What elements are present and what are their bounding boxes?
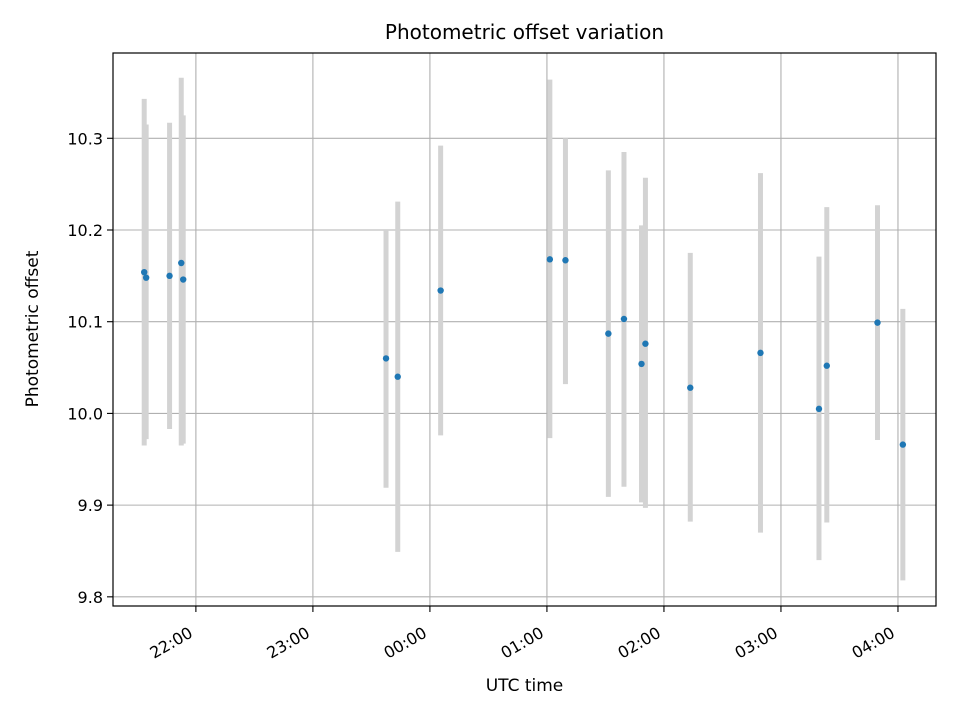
data-points xyxy=(141,256,907,448)
data-point xyxy=(166,272,173,280)
data-point xyxy=(620,315,628,323)
data-point xyxy=(823,362,830,369)
y-tick-label: 10.0 xyxy=(67,404,103,423)
data-point xyxy=(562,257,569,264)
y-tick-label: 9.8 xyxy=(78,588,103,607)
data-point xyxy=(874,319,881,326)
data-point xyxy=(180,276,187,283)
data-point xyxy=(382,355,390,362)
chart-title: Photometric offset variation xyxy=(385,20,664,44)
plot-frame xyxy=(112,52,937,607)
y-tick-label: 9.9 xyxy=(78,496,103,515)
data-point xyxy=(642,340,649,347)
y-tick-label: 10.1 xyxy=(67,313,103,332)
data-point xyxy=(899,441,907,448)
data-point xyxy=(142,274,150,281)
data-point xyxy=(178,259,185,267)
data-point xyxy=(141,268,148,276)
y-axis-label: Photometric offset xyxy=(23,250,43,407)
data-point xyxy=(687,384,694,391)
data-point xyxy=(394,373,401,380)
data-point xyxy=(546,256,554,263)
y-tick-label: 10.3 xyxy=(67,129,103,148)
data-point xyxy=(815,405,823,413)
data-point xyxy=(757,349,764,357)
x-axis-label: UTC time xyxy=(486,676,564,696)
y-tick-label: 10.2 xyxy=(67,221,103,240)
grid xyxy=(113,53,936,606)
data-point xyxy=(605,330,612,337)
data-point xyxy=(638,360,645,368)
y-axis-ticks: 9.8 9.9 10.0 10.1 10.2 10.3 xyxy=(67,129,113,607)
data-point xyxy=(437,287,444,294)
